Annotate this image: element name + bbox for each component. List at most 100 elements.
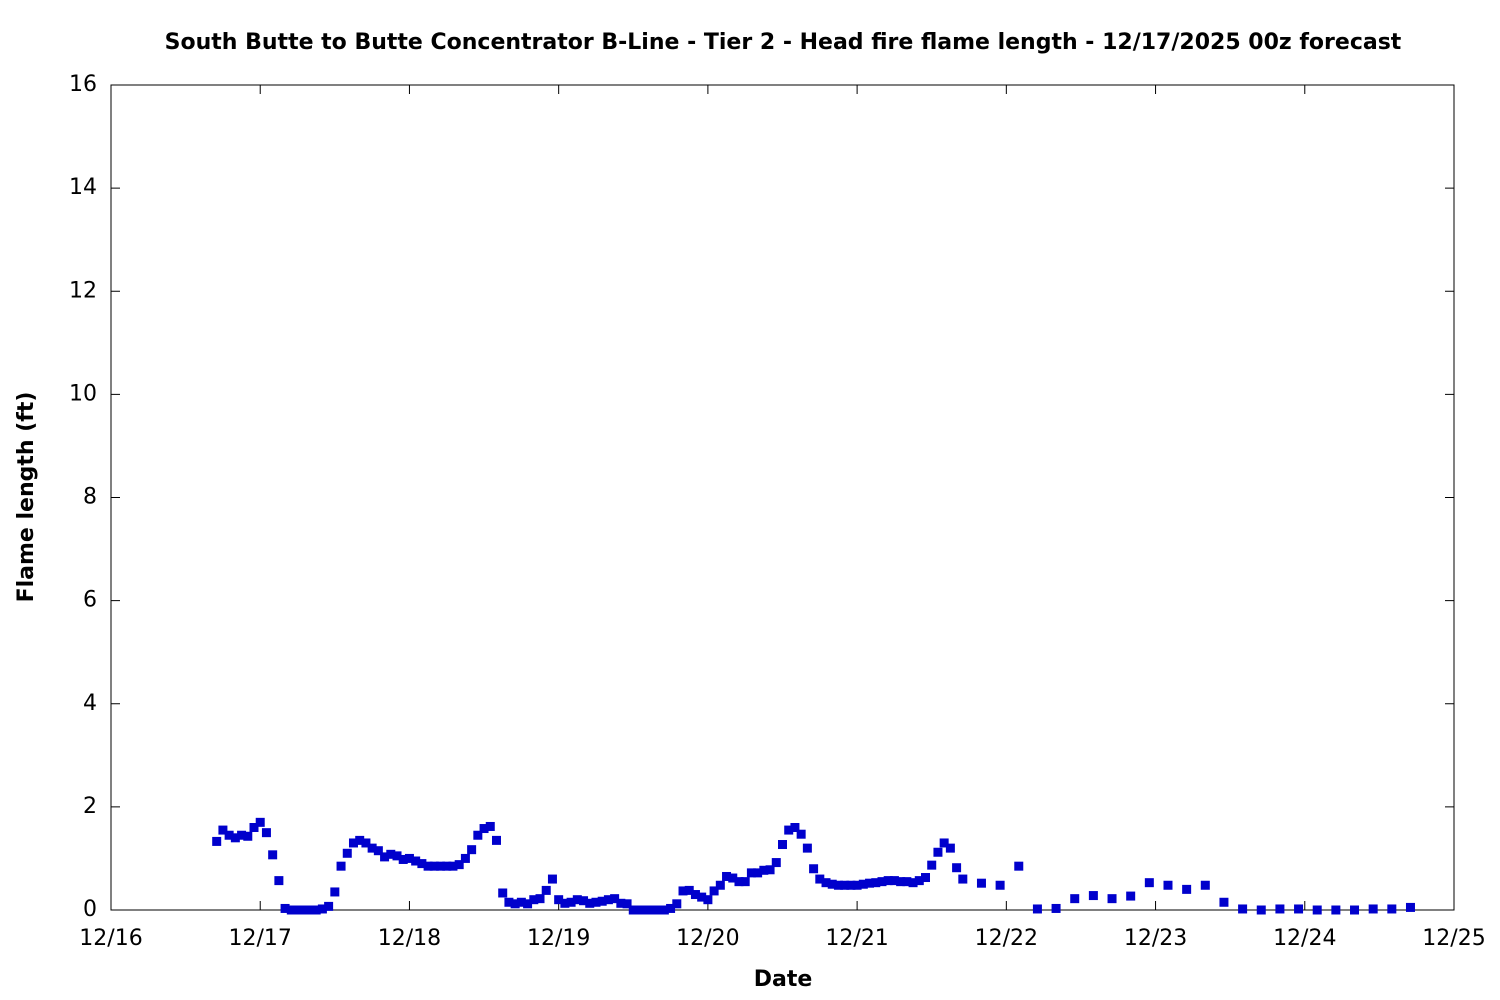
point <box>485 821 495 831</box>
point <box>1238 904 1248 914</box>
point <box>348 838 358 848</box>
point <box>746 868 756 878</box>
point <box>448 861 458 871</box>
point <box>1163 880 1173 890</box>
y-tick-label: 10 <box>69 381 97 406</box>
point <box>753 868 763 878</box>
point <box>1070 894 1080 904</box>
x-tick-label: 12/16 <box>79 926 142 951</box>
point <box>722 871 732 881</box>
point <box>734 877 744 887</box>
point <box>1405 902 1415 912</box>
point <box>579 896 589 906</box>
point <box>889 876 899 886</box>
point <box>479 824 489 834</box>
point <box>367 843 377 853</box>
point <box>261 828 271 838</box>
point <box>641 905 651 915</box>
point <box>293 905 303 915</box>
point <box>921 873 931 883</box>
point <box>255 817 265 827</box>
point <box>790 823 800 832</box>
point <box>224 830 234 840</box>
point <box>585 898 595 908</box>
x-tick-label: 12/21 <box>825 926 888 951</box>
x-tick-label: 12/18 <box>378 926 441 951</box>
point <box>404 853 414 863</box>
point <box>560 898 570 908</box>
point <box>958 874 968 884</box>
point <box>317 904 327 914</box>
point <box>827 879 837 889</box>
x-tick-label: 12/23 <box>1124 926 1187 951</box>
point <box>833 880 843 890</box>
point <box>896 877 906 887</box>
point <box>666 903 676 913</box>
point <box>1256 905 1266 915</box>
point <box>1387 904 1397 914</box>
point <box>1144 878 1154 888</box>
point <box>336 861 346 871</box>
y-tick-label: 2 <box>83 794 97 819</box>
point <box>690 890 700 900</box>
y-tick-label: 14 <box>69 175 97 200</box>
x-tick-label: 12/19 <box>527 926 590 951</box>
point <box>933 847 943 857</box>
point <box>1368 904 1378 914</box>
point <box>566 897 576 907</box>
y-tick-label: 6 <box>83 588 97 613</box>
x-tick-label: 12/25 <box>1422 926 1485 951</box>
point <box>554 895 564 905</box>
point <box>398 854 408 864</box>
point <box>498 888 508 898</box>
point <box>237 830 247 840</box>
point <box>423 861 433 871</box>
point <box>914 876 924 886</box>
point <box>871 878 881 888</box>
point <box>728 873 738 883</box>
point <box>268 850 278 860</box>
x-tick-label: 12/20 <box>676 926 739 951</box>
y-tick-label: 8 <box>83 485 97 510</box>
point <box>467 845 477 855</box>
point <box>324 901 334 911</box>
point <box>299 905 309 915</box>
point <box>1294 904 1304 914</box>
point <box>373 846 383 856</box>
y-tick-label: 4 <box>83 691 97 716</box>
point <box>541 885 551 895</box>
point <box>945 843 955 853</box>
point <box>765 865 775 875</box>
point <box>927 860 937 870</box>
point <box>1014 861 1024 871</box>
point <box>392 851 402 861</box>
point <box>684 885 694 895</box>
point <box>572 895 582 905</box>
point <box>709 886 719 896</box>
point <box>995 880 1005 890</box>
point <box>280 903 290 913</box>
point <box>908 878 918 888</box>
point <box>286 905 296 915</box>
x-tick-label: 12/22 <box>975 926 1038 951</box>
point <box>796 829 806 839</box>
point <box>1051 903 1061 913</box>
x-tick-label: 12/17 <box>229 926 292 951</box>
point <box>473 830 483 840</box>
point <box>597 896 607 906</box>
point <box>1182 884 1192 894</box>
point <box>672 899 682 909</box>
point <box>1312 905 1322 915</box>
point <box>634 905 644 915</box>
point <box>703 895 713 905</box>
point <box>715 880 725 890</box>
point <box>610 894 620 904</box>
point <box>417 859 427 869</box>
y-tick-label: 12 <box>69 278 97 303</box>
point <box>361 838 371 848</box>
point <box>846 880 856 890</box>
point <box>535 894 545 904</box>
point <box>460 853 470 863</box>
point <box>330 887 340 897</box>
